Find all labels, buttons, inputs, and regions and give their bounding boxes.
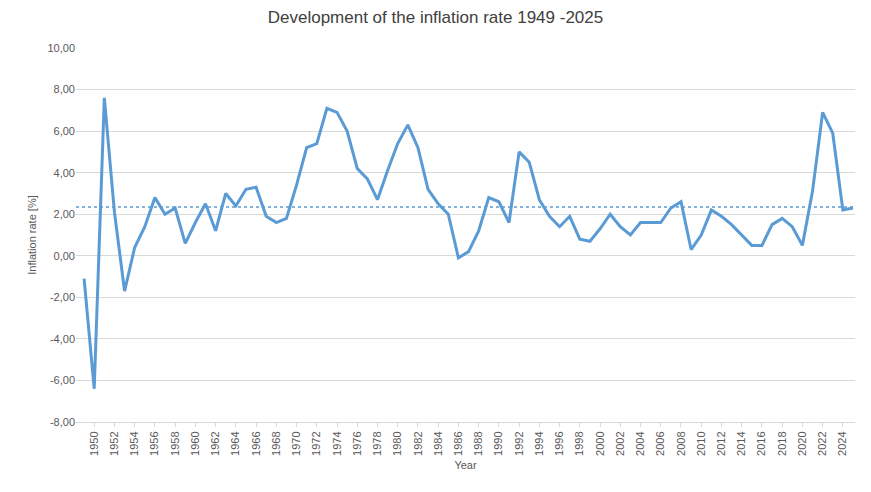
svg-text:1994: 1994 xyxy=(533,431,545,455)
svg-text:1992: 1992 xyxy=(513,431,525,455)
svg-text:6,00: 6,00 xyxy=(54,125,75,137)
svg-text:2004: 2004 xyxy=(634,431,646,455)
svg-text:1958: 1958 xyxy=(169,431,181,455)
svg-text:2006: 2006 xyxy=(654,431,666,455)
svg-text:1978: 1978 xyxy=(371,431,383,455)
svg-text:1982: 1982 xyxy=(412,431,424,455)
svg-text:4,00: 4,00 xyxy=(54,167,75,179)
svg-text:-4,00: -4,00 xyxy=(50,333,75,345)
svg-text:1960: 1960 xyxy=(189,431,201,455)
svg-text:2022: 2022 xyxy=(816,431,828,455)
svg-text:1976: 1976 xyxy=(351,431,363,455)
svg-text:2020: 2020 xyxy=(796,431,808,455)
svg-text:1996: 1996 xyxy=(553,431,565,455)
svg-text:Inflation rate [%]: Inflation rate [%] xyxy=(26,195,38,275)
svg-text:2012: 2012 xyxy=(715,431,727,455)
svg-text:8,00: 8,00 xyxy=(54,83,75,95)
svg-text:1972: 1972 xyxy=(310,431,322,455)
svg-text:2016: 2016 xyxy=(755,431,767,455)
svg-text:1968: 1968 xyxy=(270,431,282,455)
svg-text:-2,00: -2,00 xyxy=(50,291,75,303)
svg-text:1962: 1962 xyxy=(209,431,221,455)
svg-text:2,00: 2,00 xyxy=(54,208,75,220)
svg-text:2024: 2024 xyxy=(836,431,848,455)
svg-text:2002: 2002 xyxy=(614,431,626,455)
svg-text:1990: 1990 xyxy=(492,431,504,455)
svg-text:Development of the inflation r: Development of the inflation rate 1949 -… xyxy=(268,8,604,27)
svg-text:1980: 1980 xyxy=(391,431,403,455)
svg-text:1950: 1950 xyxy=(88,431,100,455)
svg-text:2018: 2018 xyxy=(776,431,788,455)
svg-text:-6,00: -6,00 xyxy=(50,374,75,386)
svg-text:2008: 2008 xyxy=(675,431,687,455)
svg-text:1974: 1974 xyxy=(331,431,343,455)
svg-text:1988: 1988 xyxy=(472,431,484,455)
svg-text:10,00: 10,00 xyxy=(47,42,75,54)
svg-text:Year: Year xyxy=(454,459,477,471)
svg-text:1986: 1986 xyxy=(452,431,464,455)
svg-text:2010: 2010 xyxy=(695,431,707,455)
svg-text:2014: 2014 xyxy=(735,431,747,455)
svg-text:1998: 1998 xyxy=(573,431,585,455)
svg-text:1966: 1966 xyxy=(250,431,262,455)
svg-text:1964: 1964 xyxy=(229,431,241,455)
svg-text:2000: 2000 xyxy=(594,431,606,455)
svg-text:1956: 1956 xyxy=(148,431,160,455)
svg-text:1984: 1984 xyxy=(432,431,444,455)
svg-text:0,00: 0,00 xyxy=(54,250,75,262)
svg-text:-8,00: -8,00 xyxy=(50,416,75,428)
svg-text:1954: 1954 xyxy=(128,431,140,455)
svg-text:1952: 1952 xyxy=(108,431,120,455)
svg-text:1970: 1970 xyxy=(290,431,302,455)
